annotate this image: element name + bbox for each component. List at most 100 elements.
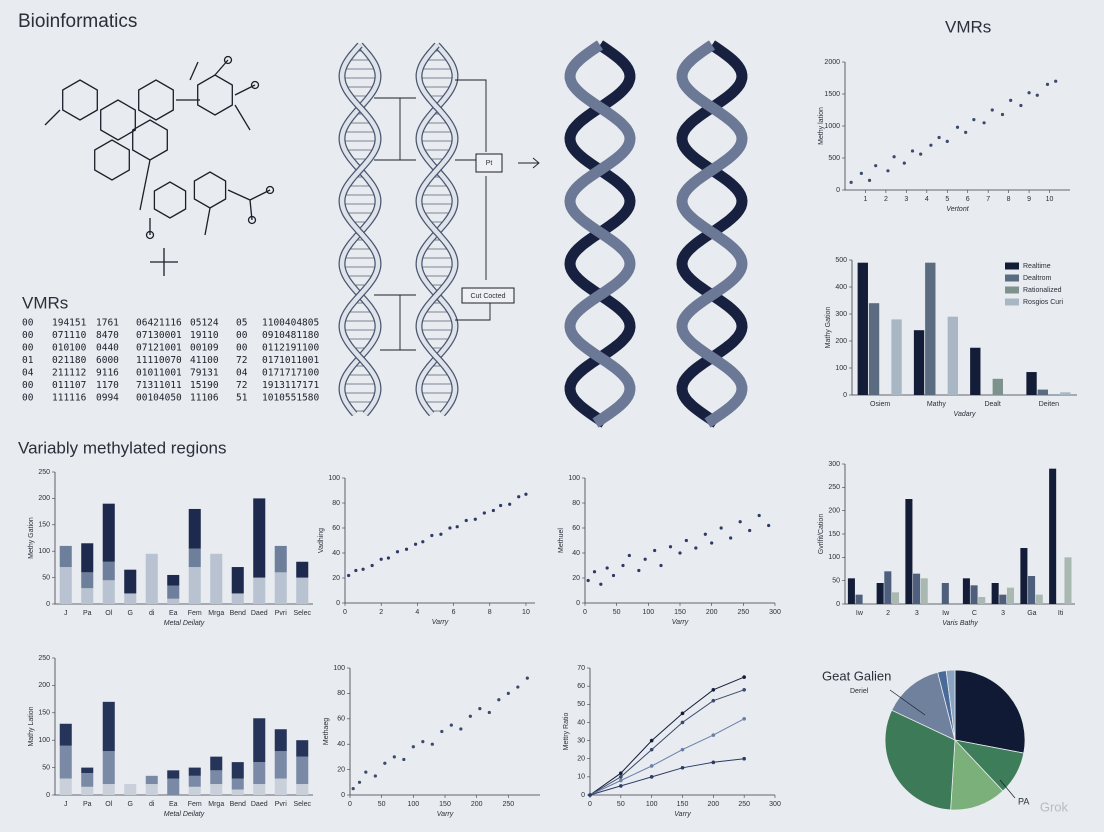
atom: [145, 230, 155, 240]
bar-segment: [253, 498, 266, 578]
y-tick-label: 20: [337, 766, 345, 773]
point: [448, 526, 452, 530]
y-tick-label: 150: [38, 522, 50, 529]
y-tick-label: 0: [581, 792, 585, 799]
table-cell: 021180: [52, 355, 87, 366]
point: [439, 532, 443, 536]
x-axis-label: Varry: [432, 619, 449, 626]
x-tick-label: 3: [904, 196, 908, 203]
point: [449, 723, 453, 727]
bar: [1049, 468, 1057, 604]
pie-subtitle: Deriel: [850, 688, 869, 695]
point: [867, 178, 872, 182]
x-tick-label: 4: [925, 196, 929, 203]
table-cell: 04: [236, 368, 248, 379]
bar-segment: [253, 784, 266, 795]
x-tick-label: 150: [674, 609, 686, 616]
x-tick-label: J: [64, 801, 68, 808]
bar-segment: [59, 545, 72, 568]
table-cell: 11110070: [136, 355, 182, 366]
point: [455, 525, 459, 529]
line-marker: [649, 747, 654, 752]
point: [1019, 103, 1023, 108]
x-tick-label: Bend: [230, 801, 246, 808]
diagram-box-label: Pt: [486, 160, 493, 167]
bar-segment: [59, 778, 72, 795]
x-tick-label: 0: [348, 801, 352, 808]
x-tick-label: 10: [522, 609, 530, 616]
point: [859, 171, 863, 175]
bar: [1006, 587, 1015, 604]
point: [392, 755, 396, 759]
table-cell: 0171717100: [262, 368, 319, 379]
x-tick-label: Mrga: [208, 610, 224, 617]
bar-segment: [167, 778, 180, 795]
point: [757, 513, 761, 518]
bar-segment: [188, 567, 201, 604]
x-tick-label: Pa: [83, 801, 92, 808]
bar: [913, 330, 925, 395]
strand: [676, 40, 748, 428]
table-cell: 11106: [190, 393, 219, 404]
bar-segment: [210, 784, 223, 795]
x-tick-label: 4: [415, 609, 419, 616]
bar-segment: [188, 767, 201, 776]
y-tick-label: 200: [835, 338, 847, 345]
y-tick-label: 40: [577, 719, 585, 726]
x-axis-label: Metal Deilaty: [164, 620, 205, 627]
table-cell: 0994: [96, 393, 119, 404]
pie-slice: [945, 669, 956, 741]
x-axis-label: Varis Bathy: [942, 620, 978, 627]
x-tick-label: Deiten: [1039, 401, 1059, 408]
ring: [94, 139, 130, 181]
leader-line: [889, 689, 1016, 799]
x-tick-label: Dealt: [984, 401, 1000, 408]
y-tick-label: 100: [835, 365, 847, 372]
bar: [876, 583, 884, 604]
bar: [941, 583, 949, 604]
point: [468, 714, 472, 718]
bar-segment: [167, 585, 180, 599]
bar-segment: [253, 762, 266, 785]
table-cell: 1010551580: [262, 393, 319, 404]
bar-segment: [59, 745, 72, 779]
bar: [1026, 372, 1037, 395]
table-cell: 1170: [96, 380, 119, 391]
point: [653, 548, 657, 553]
y-tick-label: 150: [828, 531, 840, 538]
y-tick-label: 40: [572, 550, 580, 557]
bar: [913, 573, 921, 604]
y-axis-label: Methuel: [558, 528, 565, 553]
x-tick-label: Mrga: [208, 801, 224, 808]
table-cell: 00: [22, 318, 34, 329]
bar: [891, 592, 900, 604]
table-cell: 01: [22, 355, 34, 366]
point: [386, 556, 391, 560]
x-tick-label: 0: [588, 801, 592, 808]
y-tick-label: 100: [568, 475, 580, 482]
point: [459, 727, 463, 731]
x-tick-label: 6: [452, 609, 456, 616]
x-tick-label: Fem: [188, 801, 202, 808]
point: [767, 523, 771, 528]
ring: [62, 79, 98, 121]
plus-sign: [150, 248, 178, 276]
pie-slice: [884, 709, 956, 811]
bar: [925, 262, 936, 395]
bar-segment: [102, 784, 115, 795]
bar-segment: [274, 545, 287, 573]
point: [605, 566, 609, 570]
point: [611, 573, 616, 578]
ring: [138, 79, 174, 121]
x-tick-label: 100: [642, 609, 654, 616]
table-cell: 9116: [96, 368, 119, 379]
point: [990, 108, 994, 112]
y-tick-label: 100: [333, 665, 345, 672]
line-marker: [742, 675, 746, 679]
table-cell: 194151: [52, 318, 87, 329]
table-cell: 0440: [96, 343, 119, 354]
legend-label: Dealtrom: [1023, 275, 1052, 282]
point: [402, 757, 406, 762]
bar-segment: [253, 577, 266, 604]
x-tick-label: G: [128, 610, 133, 617]
